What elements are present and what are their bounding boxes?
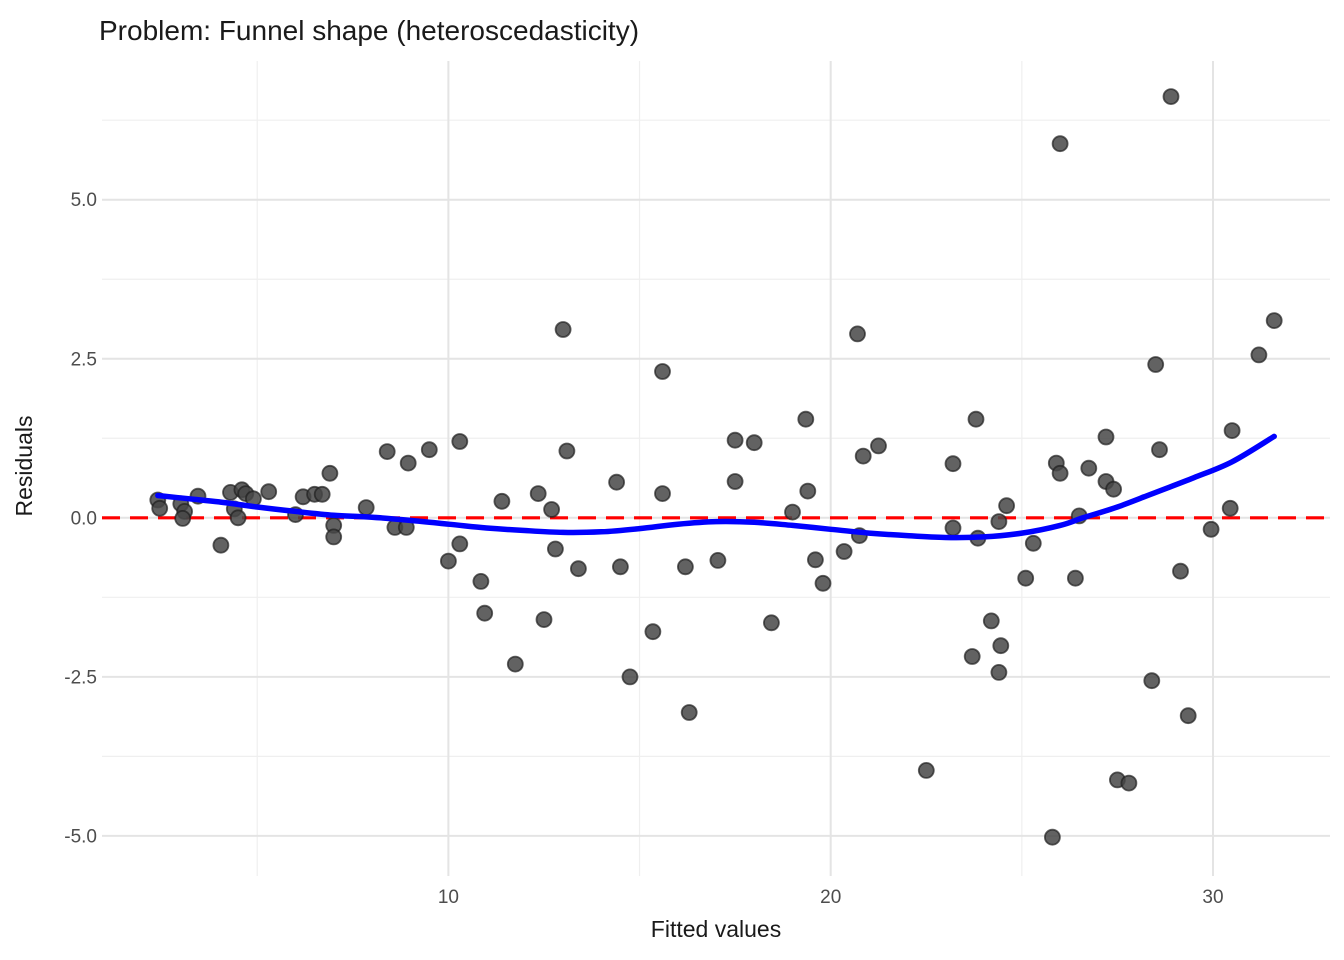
data-point <box>612 558 629 576</box>
data-point <box>745 434 763 452</box>
data-point <box>558 442 576 460</box>
data-point <box>554 321 572 338</box>
data-point <box>1265 312 1283 330</box>
data-point <box>535 611 553 628</box>
loess-smooth-line <box>155 433 1277 541</box>
data-point <box>644 623 662 641</box>
data-point <box>784 503 801 521</box>
major-gridlines <box>102 61 1330 876</box>
data-point <box>998 497 1015 515</box>
data-point <box>654 363 671 380</box>
data-point <box>680 704 698 721</box>
data-point <box>992 637 1010 655</box>
data-point <box>543 501 560 518</box>
data-point <box>807 551 824 569</box>
data-point <box>944 519 962 537</box>
data-point <box>1147 356 1165 373</box>
data-point <box>763 614 780 632</box>
data-point <box>990 664 1008 681</box>
data-point <box>854 447 872 465</box>
data-point <box>726 431 744 449</box>
data-point <box>1221 499 1239 517</box>
x-tick-label: 10 <box>438 887 459 908</box>
x-axis-title: Fitted values <box>651 916 781 942</box>
data-point <box>529 485 547 503</box>
data-point <box>608 473 625 491</box>
data-point <box>1151 441 1168 459</box>
data-point <box>174 510 192 527</box>
data-point <box>849 325 866 343</box>
data-point <box>420 441 438 459</box>
data-point <box>835 543 853 560</box>
data-point <box>1172 562 1189 580</box>
y-axis-title: Residuals <box>11 416 37 517</box>
data-point <box>814 574 832 592</box>
data-point <box>1097 428 1115 446</box>
data-point <box>547 540 564 558</box>
data-point <box>313 485 331 503</box>
data-point <box>439 552 457 570</box>
data-point <box>1024 534 1042 552</box>
y-axis-tick-labels: -5.0 -2.5 0.0 2.5 5.0 <box>64 190 97 847</box>
y-tick-label: 2.5 <box>71 349 97 370</box>
data-point <box>476 604 494 622</box>
minor-gridlines <box>102 61 1330 876</box>
data-point <box>1051 135 1069 153</box>
data-point <box>451 535 469 553</box>
data-point <box>1080 459 1098 477</box>
data-point <box>799 482 817 500</box>
data-point <box>1105 480 1122 498</box>
data-point <box>654 485 671 503</box>
data-point <box>677 558 694 576</box>
data-point <box>451 433 469 450</box>
data-point <box>726 473 744 490</box>
data-point <box>1017 569 1035 587</box>
data-point <box>1162 88 1180 105</box>
data-point <box>967 410 985 428</box>
data-point <box>260 483 278 501</box>
data-point <box>357 499 375 517</box>
data-point <box>1044 828 1061 846</box>
data-point <box>1067 569 1084 587</box>
y-tick-label: -2.5 <box>64 667 97 688</box>
data-point <box>151 499 169 517</box>
data-point <box>378 443 396 461</box>
data-point <box>1120 774 1138 792</box>
data-point <box>1223 422 1241 440</box>
data-point <box>944 455 962 473</box>
y-tick-label: 5.0 <box>71 190 97 211</box>
data-point <box>399 454 417 472</box>
data-point <box>990 513 1008 530</box>
smooth-curve <box>155 433 1277 541</box>
scatter-points <box>149 88 1283 846</box>
chart-title: Problem: Funnel shape (heteroscedasticit… <box>99 15 639 46</box>
data-point <box>325 528 343 546</box>
data-point <box>1179 707 1197 725</box>
data-point <box>963 648 981 665</box>
data-point <box>1143 672 1161 690</box>
x-tick-label: 30 <box>1202 887 1223 908</box>
data-point <box>797 410 815 428</box>
data-point <box>621 668 639 686</box>
data-point <box>493 492 511 510</box>
data-point <box>506 655 524 673</box>
x-axis-tick-labels: 10 20 30 <box>438 887 1224 908</box>
data-point <box>472 573 490 590</box>
data-point <box>917 762 935 779</box>
data-point <box>709 552 727 569</box>
data-point <box>1250 346 1268 364</box>
data-point <box>1202 520 1220 538</box>
y-tick-label: 0.0 <box>71 508 97 529</box>
data-point <box>229 509 247 527</box>
x-tick-label: 20 <box>820 887 841 908</box>
data-point <box>212 536 230 554</box>
data-point <box>1051 464 1069 482</box>
data-point <box>982 612 1000 630</box>
data-point <box>570 560 587 578</box>
y-tick-label: -5.0 <box>64 826 97 847</box>
data-point <box>870 437 887 455</box>
data-point <box>321 464 339 482</box>
